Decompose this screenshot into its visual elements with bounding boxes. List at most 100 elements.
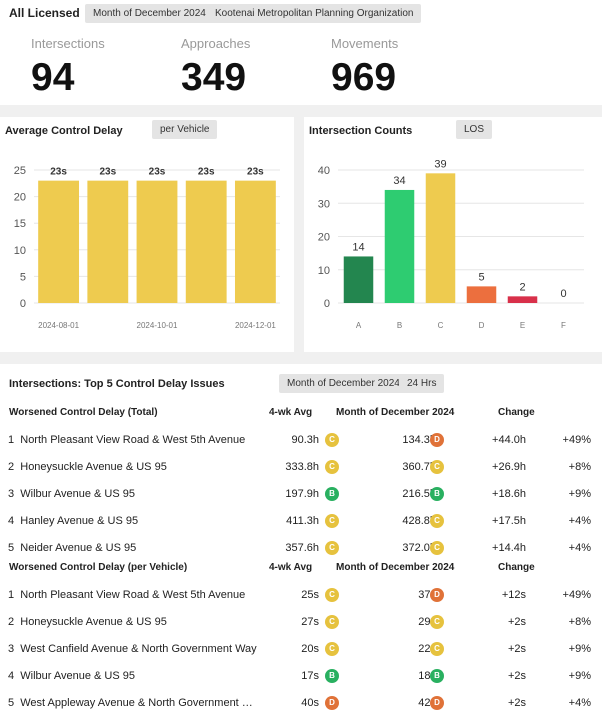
change-value: +2s (507, 670, 526, 682)
change-percent: +49% (562, 589, 591, 601)
change-percent: +9% (568, 670, 591, 682)
los-grade-badge: C (430, 615, 444, 629)
four-week-avg-value: 197.9h (285, 488, 319, 500)
row-intersection-label: West Appleway Avenue & North Government … (20, 697, 260, 709)
counts-y-tick: 20 (318, 232, 330, 244)
month-value: 428.8h (402, 515, 436, 527)
delay-unit-pill[interactable]: per Vehicle (152, 120, 218, 139)
table-row[interactable]: 3 Wilbur Avenue & US 95 197.9h B 216.5h B +18… (0, 481, 602, 508)
los-grade-badge: D (430, 433, 444, 447)
four-week-avg-value: 40s (301, 697, 319, 709)
counts-data-label: 0 (560, 288, 566, 300)
delay-y-tick: 15 (14, 218, 26, 230)
section-header-change: Change (498, 407, 535, 418)
counts-y-tick: 0 (324, 298, 330, 310)
row-intersection-label: Wilbur Avenue & US 95 (20, 488, 135, 500)
delay-y-tick: 25 (14, 165, 26, 177)
delay-data-label: 23s (50, 167, 67, 178)
stat-label-movements: Movements (331, 36, 399, 51)
row-rank: 1 (8, 589, 15, 601)
los-pill[interactable]: LOS (456, 120, 493, 139)
change-percent: +8% (568, 461, 591, 473)
table-row[interactable]: 2 Honeysuckle Avenue & US 95 27s C 29s C +2s +… (0, 609, 602, 636)
change-value: +2s (507, 697, 526, 709)
counts-data-label: 2 (519, 281, 525, 293)
table-row[interactable]: 5 West Appleway Avenue & North Governmen… (0, 690, 602, 717)
intersection-name: 3 West Canfield Avenue & North Governmen… (8, 643, 260, 655)
counts-bar (425, 173, 456, 303)
los-grade-badge: D (325, 696, 339, 710)
row-intersection-label: Wilbur Avenue & US 95 (20, 670, 135, 682)
counts-bar-chart: 0 10 20 30 40 14 A 34 B 39 C 5 D 2 E 0 F (318, 158, 584, 330)
table-period-pill[interactable]: Month of December 2024 (279, 374, 408, 393)
section-header-name: Worsened Control Delay (per Vehicle) (9, 562, 188, 573)
row-intersection-label: North Pleasant View Road & West 5th Aven… (20, 589, 246, 601)
row-rank: 2 (8, 461, 15, 473)
counts-x-tick: B (397, 321, 402, 330)
counts-bar (466, 286, 497, 303)
change-percent: +4% (568, 542, 591, 554)
table-row[interactable]: 4 Hanley Avenue & US 95 411.3h C 428.8h C +17… (0, 508, 602, 535)
delay-chart-title: Average Control Delay (5, 125, 123, 137)
table-row[interactable]: 4 Wilbur Avenue & US 95 17s B 18s B +2s +9% (0, 663, 602, 690)
row-intersection-label: Hanley Avenue & US 95 (20, 515, 139, 527)
counts-data-label: 5 (478, 271, 484, 283)
change-percent: +8% (568, 616, 591, 628)
row-rank: 5 (8, 542, 15, 554)
change-percent: +9% (568, 488, 591, 500)
table-row[interactable]: 1 North Pleasant View Road & West 5th Av… (0, 582, 602, 609)
table-title: Intersections: Top 5 Control Delay Issue… (9, 378, 225, 390)
delay-data-label: 23s (198, 167, 215, 178)
stat-value-intersections: 94 (31, 56, 75, 99)
table-row[interactable]: 1 North Pleasant View Road & West 5th Av… (0, 427, 602, 454)
section-header-month: Month of December 2024 (336, 562, 455, 573)
los-grade-badge: B (430, 669, 444, 683)
delay-x-tick: 2024-12-01 (235, 321, 276, 330)
intersection-name: 3 Wilbur Avenue & US 95 (8, 488, 260, 500)
row-intersection-label: Neider Avenue & US 95 (20, 542, 137, 554)
change-value: +2s (507, 616, 526, 628)
change-value: +44.0h (492, 434, 526, 446)
table-hours-pill[interactable]: 24 Hrs (399, 374, 445, 393)
counts-data-label: 34 (393, 175, 405, 187)
change-percent: +4% (568, 697, 591, 709)
table-row[interactable]: 3 West Canfield Avenue & North Governmen… (0, 636, 602, 663)
row-rank: 1 (8, 434, 15, 446)
los-grade-badge: D (430, 696, 444, 710)
los-grade-badge: C (430, 642, 444, 656)
counts-x-tick: D (479, 321, 485, 330)
counts-x-tick: C (438, 321, 444, 330)
counts-bar (343, 256, 374, 303)
los-grade-badge: C (325, 460, 339, 474)
intersection-name: 4 Hanley Avenue & US 95 (8, 515, 260, 527)
four-week-avg-value: 27s (301, 616, 319, 628)
section-header-avg: 4-wk Avg (269, 562, 313, 573)
intersection-name: 1 North Pleasant View Road & West 5th Av… (8, 589, 260, 601)
counts-x-tick: F (561, 321, 566, 330)
row-rank: 3 (8, 488, 15, 500)
los-grade-badge: C (430, 541, 444, 555)
delay-y-tick: 10 (14, 245, 26, 257)
counts-y-tick: 30 (318, 198, 330, 210)
intersection-counts-panel: Intersection Counts LOS 0 10 20 30 40 14 A 34 B 3… (304, 117, 602, 352)
intersection-name: 1 North Pleasant View Road & West 5th Av… (8, 434, 260, 446)
four-week-avg-value: 411.3h (286, 515, 319, 527)
los-grade-badge: D (430, 588, 444, 602)
row-intersection-label: Honeysuckle Avenue & US 95 (20, 461, 167, 473)
organization-filter-pill[interactable]: Kootenai Metropolitan Planning Organizat… (207, 4, 422, 23)
table-row[interactable]: 2 Honeysuckle Avenue & US 95 333.8h C 360.7… (0, 454, 602, 481)
intersection-name: 5 West Appleway Avenue & North Governmen… (8, 697, 260, 709)
counts-x-tick: E (520, 321, 525, 330)
row-rank: 2 (8, 616, 15, 628)
four-week-avg-value: 25s (301, 589, 319, 601)
row-intersection-label: West Canfield Avenue & North Government … (20, 643, 257, 655)
four-week-avg-value: 357.6h (285, 542, 319, 554)
counts-y-tick: 40 (318, 165, 330, 177)
month-value: 372.0h (402, 542, 436, 554)
change-percent: +9% (568, 643, 591, 655)
delay-data-label: 23s (247, 167, 264, 178)
stat-label-intersections: Intersections (31, 36, 105, 51)
table-row[interactable]: 5 Neider Avenue & US 95 357.6h C 372.0h C +14… (0, 535, 602, 562)
period-filter-pill[interactable]: Month of December 2024 (85, 4, 214, 23)
page-title: All Licensed (9, 6, 80, 20)
